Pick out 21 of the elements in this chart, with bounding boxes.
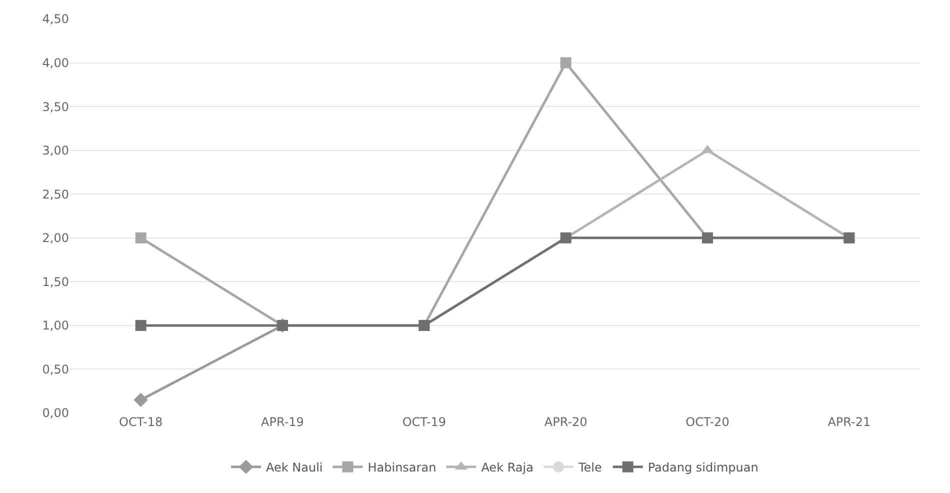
y-tick-label: 4,50	[42, 12, 69, 26]
legend-label: Tele	[577, 460, 602, 475]
legend-label: Padang sidimpuan	[648, 460, 758, 475]
y-tick-label: 2,00	[42, 231, 69, 246]
y-tick-label: 2,50	[42, 187, 69, 202]
y-tick-label: 3,50	[42, 100, 69, 114]
x-tick-label: APR-20	[544, 415, 588, 429]
x-tick-label: OCT-18	[119, 415, 163, 429]
y-tick-label: 4,00	[42, 56, 69, 70]
legend-label: Aek Nauli	[266, 460, 323, 475]
x-tick-label: OCT-19	[402, 415, 446, 429]
y-tick-label: 1,00	[42, 318, 69, 333]
legend-label: Habinsaran	[368, 460, 436, 475]
y-tick-label: 0,00	[42, 406, 69, 420]
x-tick-label: APR-21	[828, 415, 871, 429]
x-tick-label: APR-19	[261, 415, 304, 429]
x-tick-label: OCT-20	[686, 415, 730, 429]
y-tick-label: 0,50	[42, 362, 69, 376]
legend-label: Aek Raja	[481, 460, 534, 475]
y-tick-label: 1,50	[42, 274, 69, 289]
y-tick-label: 3,00	[42, 144, 69, 158]
